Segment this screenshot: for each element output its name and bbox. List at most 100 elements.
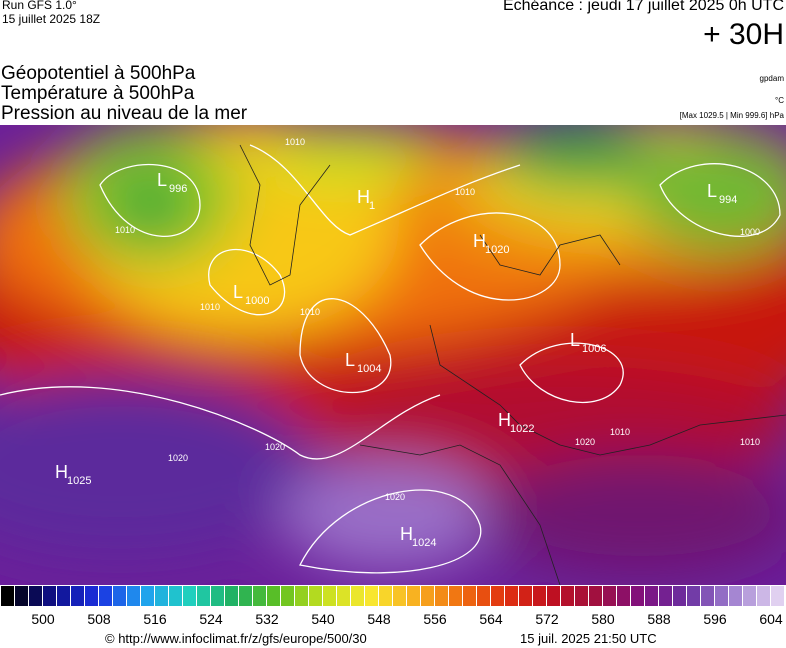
scale-swatch bbox=[43, 586, 56, 606]
scale-swatch bbox=[645, 586, 658, 606]
scale-swatch bbox=[687, 586, 700, 606]
scale-swatch bbox=[407, 586, 420, 606]
scale-label: 596 bbox=[703, 611, 727, 627]
scale-swatch bbox=[211, 586, 224, 606]
scale-swatch bbox=[463, 586, 476, 606]
scale-label: 540 bbox=[311, 611, 335, 627]
run: Run GFS 1.0° bbox=[2, 0, 77, 12]
scale-swatch bbox=[365, 586, 378, 606]
center-value: 1004 bbox=[357, 363, 381, 375]
scale-swatch bbox=[477, 586, 490, 606]
scale-swatch bbox=[183, 586, 196, 606]
center-letter: H bbox=[400, 524, 413, 544]
contour-label: 1010 bbox=[740, 437, 760, 447]
center-letter: L bbox=[157, 170, 167, 190]
scale-swatch bbox=[757, 586, 770, 606]
contour-label: 1020 bbox=[575, 437, 595, 447]
scale-label: 524 bbox=[199, 611, 223, 627]
scale-label: 516 bbox=[143, 611, 167, 627]
scale-swatch bbox=[505, 586, 518, 606]
scale-swatch bbox=[673, 586, 686, 606]
contour-label: 1020 bbox=[265, 442, 285, 452]
scale-swatch bbox=[253, 586, 266, 606]
scale-swatch bbox=[519, 586, 532, 606]
scale-swatch bbox=[267, 586, 280, 606]
scale-swatch bbox=[379, 586, 392, 606]
scale-label: 532 bbox=[255, 611, 279, 627]
contour-label: 1010 bbox=[455, 187, 475, 197]
scale-swatch bbox=[281, 586, 294, 606]
scale-swatch bbox=[351, 586, 364, 606]
contour-label: 1010 bbox=[300, 307, 320, 317]
center-letter: L bbox=[707, 181, 717, 201]
scale-swatch bbox=[575, 586, 588, 606]
scale-swatch bbox=[659, 586, 672, 606]
contour-label: 1020 bbox=[168, 453, 188, 463]
scale-swatch bbox=[449, 586, 462, 606]
center-value: 1 bbox=[369, 200, 375, 212]
color-scale: 500 508 516 524 532 540 548 556 564 572 580 588 596 6… bbox=[1, 586, 784, 627]
scale-swatch bbox=[85, 586, 98, 606]
scale-swatch bbox=[71, 586, 84, 606]
scale-swatch bbox=[617, 586, 630, 606]
unit: gpdam bbox=[759, 74, 784, 83]
scale-swatch bbox=[1, 586, 14, 606]
contour-label: 1010 bbox=[200, 302, 220, 312]
scale-swatch bbox=[561, 586, 574, 606]
scale-label: 580 bbox=[591, 611, 615, 627]
run-date: 15 juillet 2025 18Z bbox=[2, 12, 101, 26]
center-value: 1020 bbox=[485, 244, 509, 256]
scale-swatch bbox=[239, 586, 252, 606]
center-value: 1006 bbox=[582, 343, 606, 355]
scale-label: 508 bbox=[87, 611, 111, 627]
center-value: 1022 bbox=[510, 423, 534, 435]
scale-swatch bbox=[99, 586, 112, 606]
scale-swatch bbox=[141, 586, 154, 606]
center-letter: H bbox=[357, 187, 370, 207]
scale-swatch bbox=[547, 586, 560, 606]
scale-swatch bbox=[421, 586, 434, 606]
scale-swatch bbox=[113, 586, 126, 606]
center-letter: L bbox=[345, 350, 355, 370]
scale-swatch bbox=[715, 586, 728, 606]
offset: + 30H bbox=[703, 18, 784, 51]
scale-label: 548 bbox=[367, 611, 391, 627]
scale-swatch bbox=[701, 586, 714, 606]
scale-swatch bbox=[169, 586, 182, 606]
scale-swatch bbox=[155, 586, 168, 606]
contour-label: 1010 bbox=[115, 225, 135, 235]
scale-swatch bbox=[15, 586, 28, 606]
scale-label: 500 bbox=[31, 611, 55, 627]
scale-swatch bbox=[127, 586, 140, 606]
scale-swatch bbox=[57, 586, 70, 606]
scale-label: 572 bbox=[535, 611, 559, 627]
center-value: 1024 bbox=[412, 537, 436, 549]
date: 15 juil. 2025 21:50 UTC bbox=[520, 631, 657, 646]
scale-swatch bbox=[29, 586, 42, 606]
contour-label: 1020 bbox=[385, 492, 405, 502]
center-letter: H bbox=[55, 462, 68, 482]
unit: [Max 1029.5 | Min 999.6] hPa bbox=[679, 111, 784, 120]
scale-swatch bbox=[603, 586, 616, 606]
scale-swatch bbox=[309, 586, 322, 606]
scale-swatch bbox=[631, 586, 644, 606]
center-letter: H bbox=[473, 231, 486, 251]
unit: °C bbox=[775, 96, 784, 105]
scale-label: 604 bbox=[759, 611, 783, 627]
contour-label: 1000 bbox=[740, 227, 760, 237]
scale-label: 556 bbox=[423, 611, 447, 627]
scale-swatch bbox=[393, 586, 406, 606]
scale-label: 588 bbox=[647, 611, 671, 627]
field: Température à 500hPa bbox=[1, 83, 195, 104]
url: © http://www.infoclimat.fr/z/gfs/europe/… bbox=[105, 631, 367, 646]
echeance: Echéance : jeudi 17 juillet 2025 0h UTC bbox=[502, 0, 784, 14]
field: Géopotentiel à 500hPa bbox=[1, 63, 196, 84]
scale-swatch bbox=[491, 586, 504, 606]
scale-swatch bbox=[771, 586, 784, 606]
scale-swatch bbox=[197, 586, 210, 606]
scale-swatch bbox=[533, 586, 546, 606]
scale-label: 564 bbox=[479, 611, 503, 627]
center-letter: H bbox=[498, 410, 511, 430]
